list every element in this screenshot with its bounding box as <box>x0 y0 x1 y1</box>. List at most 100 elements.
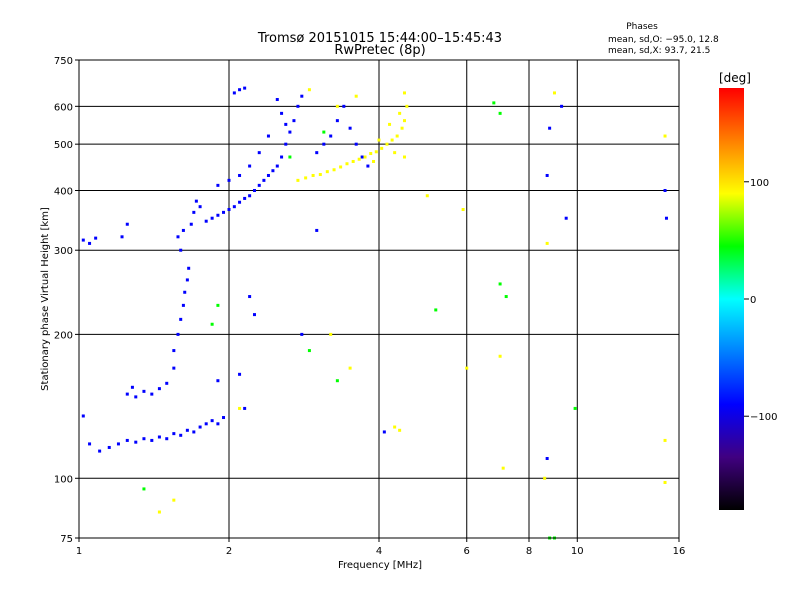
data-point <box>194 199 198 203</box>
y-tick-label: 400 <box>54 186 73 197</box>
data-point <box>288 130 292 134</box>
data-point <box>227 208 231 212</box>
data-point <box>564 216 568 220</box>
data-point <box>81 414 85 418</box>
data-point <box>142 389 146 393</box>
data-point <box>560 104 564 108</box>
data-point <box>150 438 154 442</box>
data-point <box>425 194 429 198</box>
data-point <box>275 98 279 102</box>
data-point <box>198 425 202 429</box>
y-tick-label: 75 <box>60 534 73 545</box>
data-point <box>222 210 226 214</box>
data-point <box>204 422 208 426</box>
y-tick-label: 300 <box>54 246 73 257</box>
series-group <box>81 86 668 460</box>
data-point <box>280 155 284 159</box>
x-axis-label: Frequency [MHz] <box>338 560 422 571</box>
data-point <box>663 438 667 442</box>
data-point <box>98 449 102 453</box>
data-point <box>284 122 288 126</box>
x-tick-label: 16 <box>673 546 686 557</box>
data-point <box>552 91 556 95</box>
data-point <box>498 282 502 286</box>
data-point <box>248 164 252 168</box>
x-axis-ticks: 1 2 4 6 8 10 16 <box>76 538 686 557</box>
data-point <box>125 438 129 442</box>
y-tick-label: 750 <box>54 56 73 67</box>
data-point <box>210 216 214 220</box>
data-point <box>498 111 502 115</box>
data-point <box>157 387 161 391</box>
y-axis-label: Stationary phase Virtual Height [km] <box>40 207 51 391</box>
y-tick-label: 500 <box>54 140 73 151</box>
stats-heading: Phases <box>626 22 658 32</box>
data-point <box>216 379 220 383</box>
data-point <box>172 432 176 436</box>
data-point <box>210 419 214 423</box>
data-point <box>315 151 319 155</box>
data-point <box>172 349 176 353</box>
data-point <box>232 91 236 95</box>
data-point <box>300 332 304 336</box>
data-point <box>335 104 339 108</box>
colorbar-tick-label: −100 <box>750 412 777 423</box>
data-point <box>150 392 154 396</box>
data-point <box>252 313 256 317</box>
data-point <box>402 155 406 159</box>
y-axis-ticks: 75 100 200 300 400 500 600 750 <box>54 56 79 545</box>
x-tick-label: 10 <box>571 546 584 557</box>
data-point <box>227 178 231 182</box>
data-point <box>198 205 202 209</box>
data-point <box>380 146 384 150</box>
data-point <box>374 150 378 154</box>
data-point <box>179 317 183 321</box>
data-point <box>192 210 196 214</box>
data-point <box>252 188 256 192</box>
data-point <box>243 196 247 200</box>
data-point <box>398 111 402 115</box>
data-point <box>248 295 252 299</box>
data-point <box>434 308 438 312</box>
data-point <box>345 162 349 166</box>
data-point <box>172 498 176 502</box>
colorbar-label: [deg] <box>719 71 751 85</box>
data-point <box>461 208 465 212</box>
data-point <box>192 430 196 434</box>
data-point <box>663 480 667 484</box>
data-point <box>187 266 191 270</box>
data-point <box>216 183 220 187</box>
data-point <box>125 222 129 226</box>
colorbar <box>719 88 744 510</box>
data-point <box>501 466 505 470</box>
data-point <box>94 236 98 240</box>
data-point <box>465 366 469 370</box>
data-point <box>339 165 343 169</box>
data-point <box>222 416 226 420</box>
data-point <box>189 222 193 226</box>
data-point <box>395 134 399 138</box>
data-point <box>385 142 389 146</box>
data-point <box>354 94 358 98</box>
data-point <box>165 381 169 385</box>
data-point <box>238 372 242 376</box>
data-point <box>318 173 322 177</box>
data-point <box>390 138 394 142</box>
data-point <box>504 295 508 299</box>
data-point <box>232 205 236 209</box>
data-point <box>498 354 502 358</box>
stats-line-o: mean, sd,O: −95.0, 12.8 <box>608 35 719 45</box>
data-point <box>172 366 176 370</box>
data-point <box>243 86 247 90</box>
data-point <box>329 134 333 138</box>
chart-title: Tromsø 20151015 15:44:00–15:45:43 <box>257 31 502 46</box>
data-point <box>545 173 549 177</box>
data-point <box>181 303 185 307</box>
data-point <box>238 88 242 92</box>
data-point <box>280 111 284 115</box>
data-point <box>351 159 355 163</box>
data-point <box>335 119 339 123</box>
data-point <box>262 178 266 182</box>
data-point <box>288 155 292 159</box>
data-point <box>322 130 326 134</box>
